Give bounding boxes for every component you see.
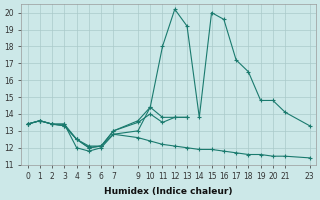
X-axis label: Humidex (Indice chaleur): Humidex (Indice chaleur) — [104, 187, 233, 196]
